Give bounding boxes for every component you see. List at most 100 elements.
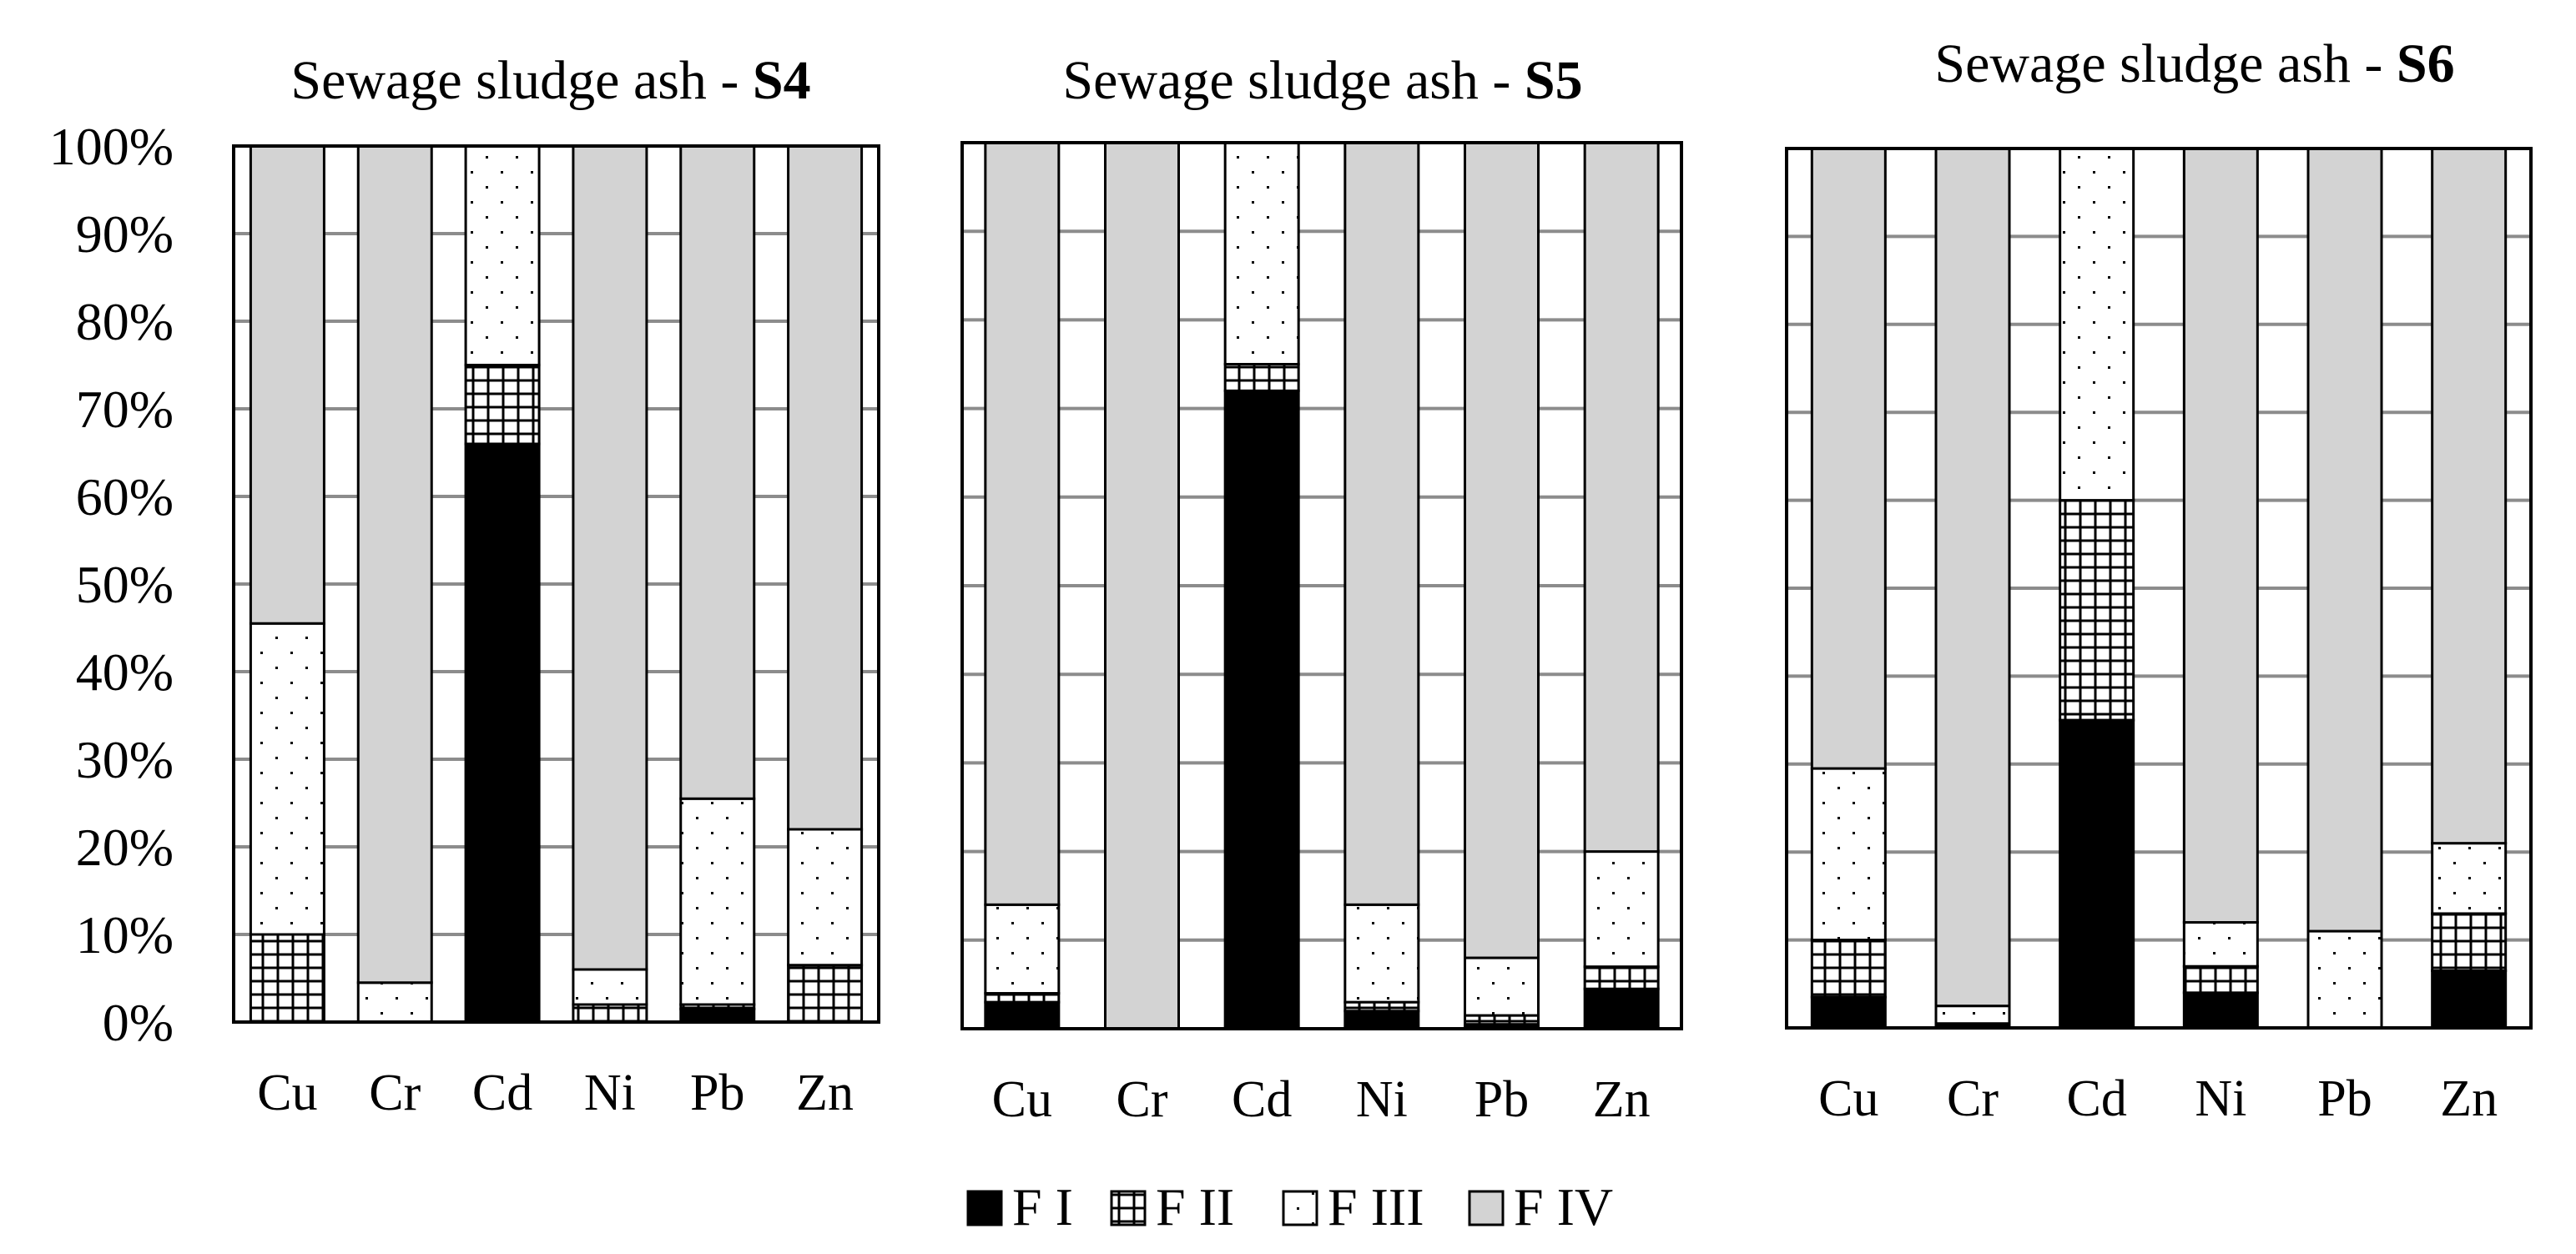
x-tick-label: Ni	[1356, 1071, 1408, 1128]
bar-segment-cd-fi	[464, 442, 541, 1024]
bar-segment-cd-fii	[2059, 499, 2135, 722]
bar-segment-pb-fiii	[2306, 929, 2383, 1030]
y-tick-label: 70%	[76, 380, 174, 439]
y-tick-label: 0%	[103, 993, 174, 1052]
y-tick-label: 80%	[76, 292, 174, 351]
bar-segment-cu-fiii	[249, 622, 325, 936]
x-tick-label: Pb	[2317, 1070, 2372, 1127]
bar-segment-cd-fiii	[464, 144, 541, 366]
y-tick-label: 10%	[76, 905, 174, 964]
bar-segment-pb-fiii	[1464, 956, 1540, 1017]
x-tick-label: Cu	[257, 1065, 317, 1121]
plot-frame	[960, 141, 1683, 1030]
bar-segment-cr-fiv	[1934, 147, 2011, 1008]
legend-label: F II	[1156, 1177, 1234, 1236]
bar-segment-cu-fiii	[984, 903, 1061, 995]
bar-segment-ni-fii	[1343, 1000, 1420, 1013]
legend-item-fiv: F IV	[1468, 1177, 1613, 1236]
bar-segment-cd-fi	[2059, 718, 2135, 1030]
bar-segment-zn-fii	[787, 964, 864, 1024]
x-tick-label: Cu	[1818, 1070, 1878, 1127]
bar-segment-cd-fiii	[1223, 141, 1300, 365]
legend-label: F I	[1012, 1177, 1073, 1236]
legend-item-fii: F II	[1110, 1177, 1234, 1236]
bar-segment-pb-fi	[679, 1007, 756, 1024]
x-tick-label: Ni	[2195, 1070, 2246, 1127]
bar-segment-cu-fii	[1810, 939, 1887, 999]
x-tick-label: Cd	[472, 1065, 532, 1121]
bar-segment-zn-fii	[2431, 912, 2508, 972]
bar-segment-ni-fiv	[572, 144, 648, 971]
y-tick-label: 50%	[76, 555, 174, 614]
y-tick-label: 60%	[76, 467, 174, 526]
bar-segment-ni-fiv	[1343, 141, 1420, 906]
y-tick-label: 20%	[76, 818, 174, 877]
x-tick-label: Cr	[1117, 1071, 1168, 1128]
x-tick-label: Cr	[1947, 1070, 1999, 1127]
x-tick-label: Zn	[1593, 1071, 1651, 1128]
bar-segment-cd-fi	[1223, 389, 1300, 1030]
legend-item-fiii: F III	[1282, 1177, 1424, 1236]
bar-segment-pb-fiv	[679, 144, 756, 800]
bar-segment-pb-fiii	[679, 797, 756, 1006]
x-tick-label: Cd	[1232, 1071, 1292, 1128]
x-tick-label: Zn	[2440, 1070, 2498, 1127]
bar-segment-ni-fiii	[1343, 903, 1420, 1004]
plot-frame	[232, 144, 880, 1024]
chart-panels: Cu Cr Cd Ni Pb Zn 0% 10% 20% 30% 40% 50% 60% 70% 80% 90…	[49, 33, 2533, 1128]
legend-label: F IV	[1514, 1177, 1613, 1236]
bar-segment-zn-fiii	[787, 828, 864, 967]
legend-swatch	[1468, 1190, 1505, 1226]
bar-segment-zn-fiv	[1583, 141, 1660, 854]
legend-item-fi: F I	[966, 1177, 1073, 1236]
legend-swatch	[966, 1190, 1003, 1226]
x-tick-label: Pb	[690, 1065, 744, 1121]
bar-segment-cu-fiii	[1810, 767, 1887, 942]
y-tick-label: 40%	[76, 642, 174, 702]
bar-segment-ni-fii	[2182, 964, 2259, 995]
legend-swatch	[1110, 1190, 1147, 1226]
bar-segment-zn-fiv	[787, 144, 864, 831]
panel-s5: Cu Cr Cd Ni Pb Zn Sewage sludge ash - S5	[960, 50, 1683, 1128]
bar-segment-cd-fiii	[2059, 147, 2135, 502]
bar-segment-cu-fii	[249, 933, 325, 1024]
legend-swatch	[1282, 1190, 1318, 1226]
bar-segment-cr-fiii	[1934, 1005, 2011, 1025]
bar-segment-pb-fiv	[1464, 141, 1540, 959]
plot-frame	[1785, 147, 2533, 1030]
bar-segment-cu-fi	[1810, 995, 1887, 1030]
bar-segment-zn-fi	[1583, 987, 1660, 1030]
x-tick-label: Cr	[369, 1065, 421, 1121]
y-tick-label: 90%	[76, 204, 174, 264]
bar-segment-cu-fiv	[249, 144, 325, 625]
chart-title: Sewage sludge ash - S6	[1934, 33, 2454, 94]
bar-segment-zn-fiv	[2431, 147, 2508, 845]
bar-segment-cu-fi	[984, 1000, 1061, 1030]
legend: F I F II F III F IV	[966, 1177, 1613, 1236]
bar-segment-ni-fiii	[2182, 921, 2259, 968]
bar-segment-ni-fii	[572, 1003, 648, 1024]
bar-segment-cu-fii	[984, 992, 1061, 1004]
bar-segment-pb-fiv	[2306, 147, 2383, 933]
legend-label: F III	[1328, 1177, 1424, 1236]
y-tick-label: 100%	[49, 117, 174, 176]
x-tick-label: Zn	[796, 1065, 854, 1121]
panel-s6: Cu Cr Cd Ni Pb Zn Sewage sludge ash - S6	[1785, 33, 2533, 1127]
bar-segment-zn-fii	[1583, 965, 1660, 990]
bar-segment-ni-fi	[2182, 991, 2259, 1030]
bar-segment-zn-fiii	[2431, 842, 2508, 915]
bar-segment-ni-fi	[1343, 1010, 1420, 1030]
bar-segment-cu-fiv	[984, 141, 1061, 906]
bar-segment-cr-fiv	[1104, 141, 1180, 1030]
bar-segment-zn-fiii	[1583, 850, 1660, 969]
bar-segment-cr-fiii	[356, 981, 433, 1024]
x-tick-label: Ni	[584, 1065, 636, 1121]
bar-segment-ni-fiii	[572, 968, 648, 1006]
bar-segment-cd-fii	[464, 364, 541, 446]
bar-segment-cd-fii	[1223, 363, 1300, 392]
bar-segment-zn-fi	[2431, 969, 2508, 1030]
bar-segment-cr-fiv	[356, 144, 433, 985]
panel-s4: Cu Cr Cd Ni Pb Zn 0% 10% 20% 30% 40% 50% 60% 70% 80% 90…	[49, 50, 880, 1121]
x-tick-label: Cd	[2066, 1070, 2126, 1127]
